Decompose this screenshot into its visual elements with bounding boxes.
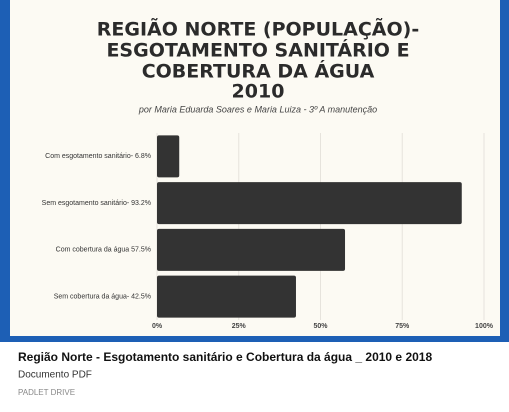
y-tick-label: Sem esgotamento sanitário- 93.2% xyxy=(42,200,151,207)
card-subtitle: Documento PDF xyxy=(18,370,92,381)
y-tick-label: Com esgotamento sanitário- 6.8% xyxy=(45,153,151,160)
card-title[interactable]: Região Norte - Esgotamento sanitário e C… xyxy=(18,350,432,364)
card-source: PADLET DRIVE xyxy=(18,388,75,397)
x-tick-label: 75% xyxy=(395,323,410,330)
chart-title: ESGOTAMENTO SANITÁRIO E xyxy=(106,39,409,62)
chart-subtitle: por Maria Eduarda Soares e Maria Luiza -… xyxy=(138,104,377,114)
y-tick-label: Com cobertura da água 57.5% xyxy=(56,247,151,254)
x-tick-label: 0% xyxy=(152,323,163,330)
y-tick-label: Sem cobertura da água- 42.5% xyxy=(54,293,151,300)
bar xyxy=(157,228,346,271)
bar xyxy=(157,275,296,318)
chart-title: REGIÃO NORTE (POPULAÇÃO)- xyxy=(97,17,419,41)
x-tick-label: 50% xyxy=(313,323,328,330)
bar xyxy=(157,135,180,178)
chart-title: COBERTURA DA ÁGUA xyxy=(142,60,375,83)
bar xyxy=(157,182,462,225)
x-tick-label: 100% xyxy=(475,323,494,330)
plot: 0% 25% 50% 75% 100% Com esgotamento sanitário… xyxy=(42,133,494,330)
chart-title: 2010 xyxy=(232,81,285,103)
x-tick-label: 25% xyxy=(232,323,247,330)
